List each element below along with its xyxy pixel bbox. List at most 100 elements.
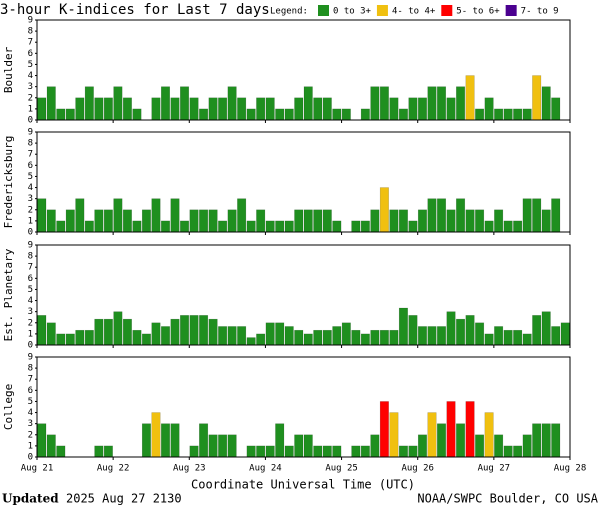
bar: [246, 337, 256, 346]
bar: [370, 329, 380, 346]
bar: [322, 329, 332, 346]
bar: [456, 86, 466, 121]
bar: [237, 198, 247, 233]
y-tick-label: 8: [28, 252, 33, 262]
updated-label: Updated: [2, 492, 59, 506]
bar: [103, 209, 113, 233]
bar: [541, 423, 551, 458]
bar: [84, 220, 94, 233]
bar: [170, 318, 180, 346]
bar: [170, 423, 180, 458]
bar: [322, 97, 332, 121]
bar: [141, 333, 151, 346]
bar: [303, 209, 313, 233]
bar: [113, 311, 123, 346]
bar: [465, 401, 475, 458]
bar: [417, 434, 427, 458]
bar: [475, 209, 485, 233]
bar: [313, 97, 323, 121]
bar: [341, 322, 351, 346]
bar: [522, 333, 532, 346]
bar: [141, 423, 151, 458]
bar: [227, 434, 237, 458]
y-axis-label: Fredericksburg: [2, 136, 15, 229]
bar: [189, 209, 199, 233]
bar: [84, 329, 94, 346]
y-tick-label: 7: [28, 375, 33, 385]
bar: [199, 315, 209, 346]
y-tick-label: 9: [28, 128, 33, 138]
bar: [494, 108, 504, 121]
y-tick-label: 5: [28, 397, 33, 407]
panel-frame: [36, 356, 571, 458]
bar: [227, 326, 237, 346]
bar: [284, 326, 294, 346]
bar: [218, 220, 228, 233]
bar: [94, 209, 104, 233]
bar: [265, 445, 275, 458]
bar: [503, 445, 513, 458]
bar: [303, 434, 313, 458]
bar: [427, 86, 437, 121]
bar: [208, 97, 218, 121]
bar: [75, 198, 85, 233]
bar: [218, 326, 228, 346]
bar: [513, 220, 523, 233]
bar: [246, 445, 256, 458]
bar: [313, 445, 323, 458]
bar: [75, 97, 85, 121]
bar: [417, 209, 427, 233]
bar: [94, 445, 104, 458]
bar: [503, 108, 513, 121]
bar: [103, 445, 113, 458]
bar: [170, 198, 180, 233]
bar: [151, 412, 161, 458]
bar: [265, 322, 275, 346]
bar: [351, 445, 361, 458]
bar: [208, 209, 218, 233]
bar: [37, 97, 47, 121]
bar: [151, 322, 161, 346]
bar: [170, 97, 180, 121]
bar: [389, 329, 399, 346]
bar: [351, 220, 361, 233]
bar: [551, 423, 561, 458]
bar: [398, 209, 408, 233]
bar: [237, 326, 247, 346]
bar: [303, 333, 313, 346]
bar: [513, 108, 523, 121]
bar: [65, 108, 75, 121]
y-tick-label: 6: [28, 386, 33, 396]
bar: [532, 198, 542, 233]
y-tick-label: 0: [28, 228, 33, 238]
bar: [513, 445, 523, 458]
y-tick-label: 1: [28, 216, 33, 226]
bar: [256, 445, 266, 458]
bar: [94, 97, 104, 121]
bar: [189, 97, 199, 121]
bar: [284, 220, 294, 233]
y-tick-label: 5: [28, 285, 33, 295]
bar: [37, 315, 47, 346]
bar: [141, 209, 151, 233]
bar: [408, 315, 418, 346]
bar: [437, 423, 447, 458]
bar: [494, 434, 504, 458]
y-tick-label: 5: [28, 60, 33, 70]
bar: [360, 108, 370, 121]
x-axis-label: Coordinate Universal Time (UTC): [191, 478, 415, 492]
bar: [303, 86, 313, 121]
bar: [56, 220, 66, 233]
bar: [294, 209, 304, 233]
bar: [379, 329, 389, 346]
legend-label: 5- to 6+: [456, 7, 500, 17]
bar: [46, 86, 56, 121]
bar: [46, 209, 56, 233]
bar: [284, 108, 294, 121]
x-tick-label: Aug 27: [478, 464, 511, 474]
y-tick-label: 8: [28, 364, 33, 374]
bar: [294, 97, 304, 121]
source: NOAA/SWPC Boulder, CO USA: [417, 492, 598, 506]
bar: [56, 445, 66, 458]
y-tick-label: 1: [28, 329, 33, 339]
